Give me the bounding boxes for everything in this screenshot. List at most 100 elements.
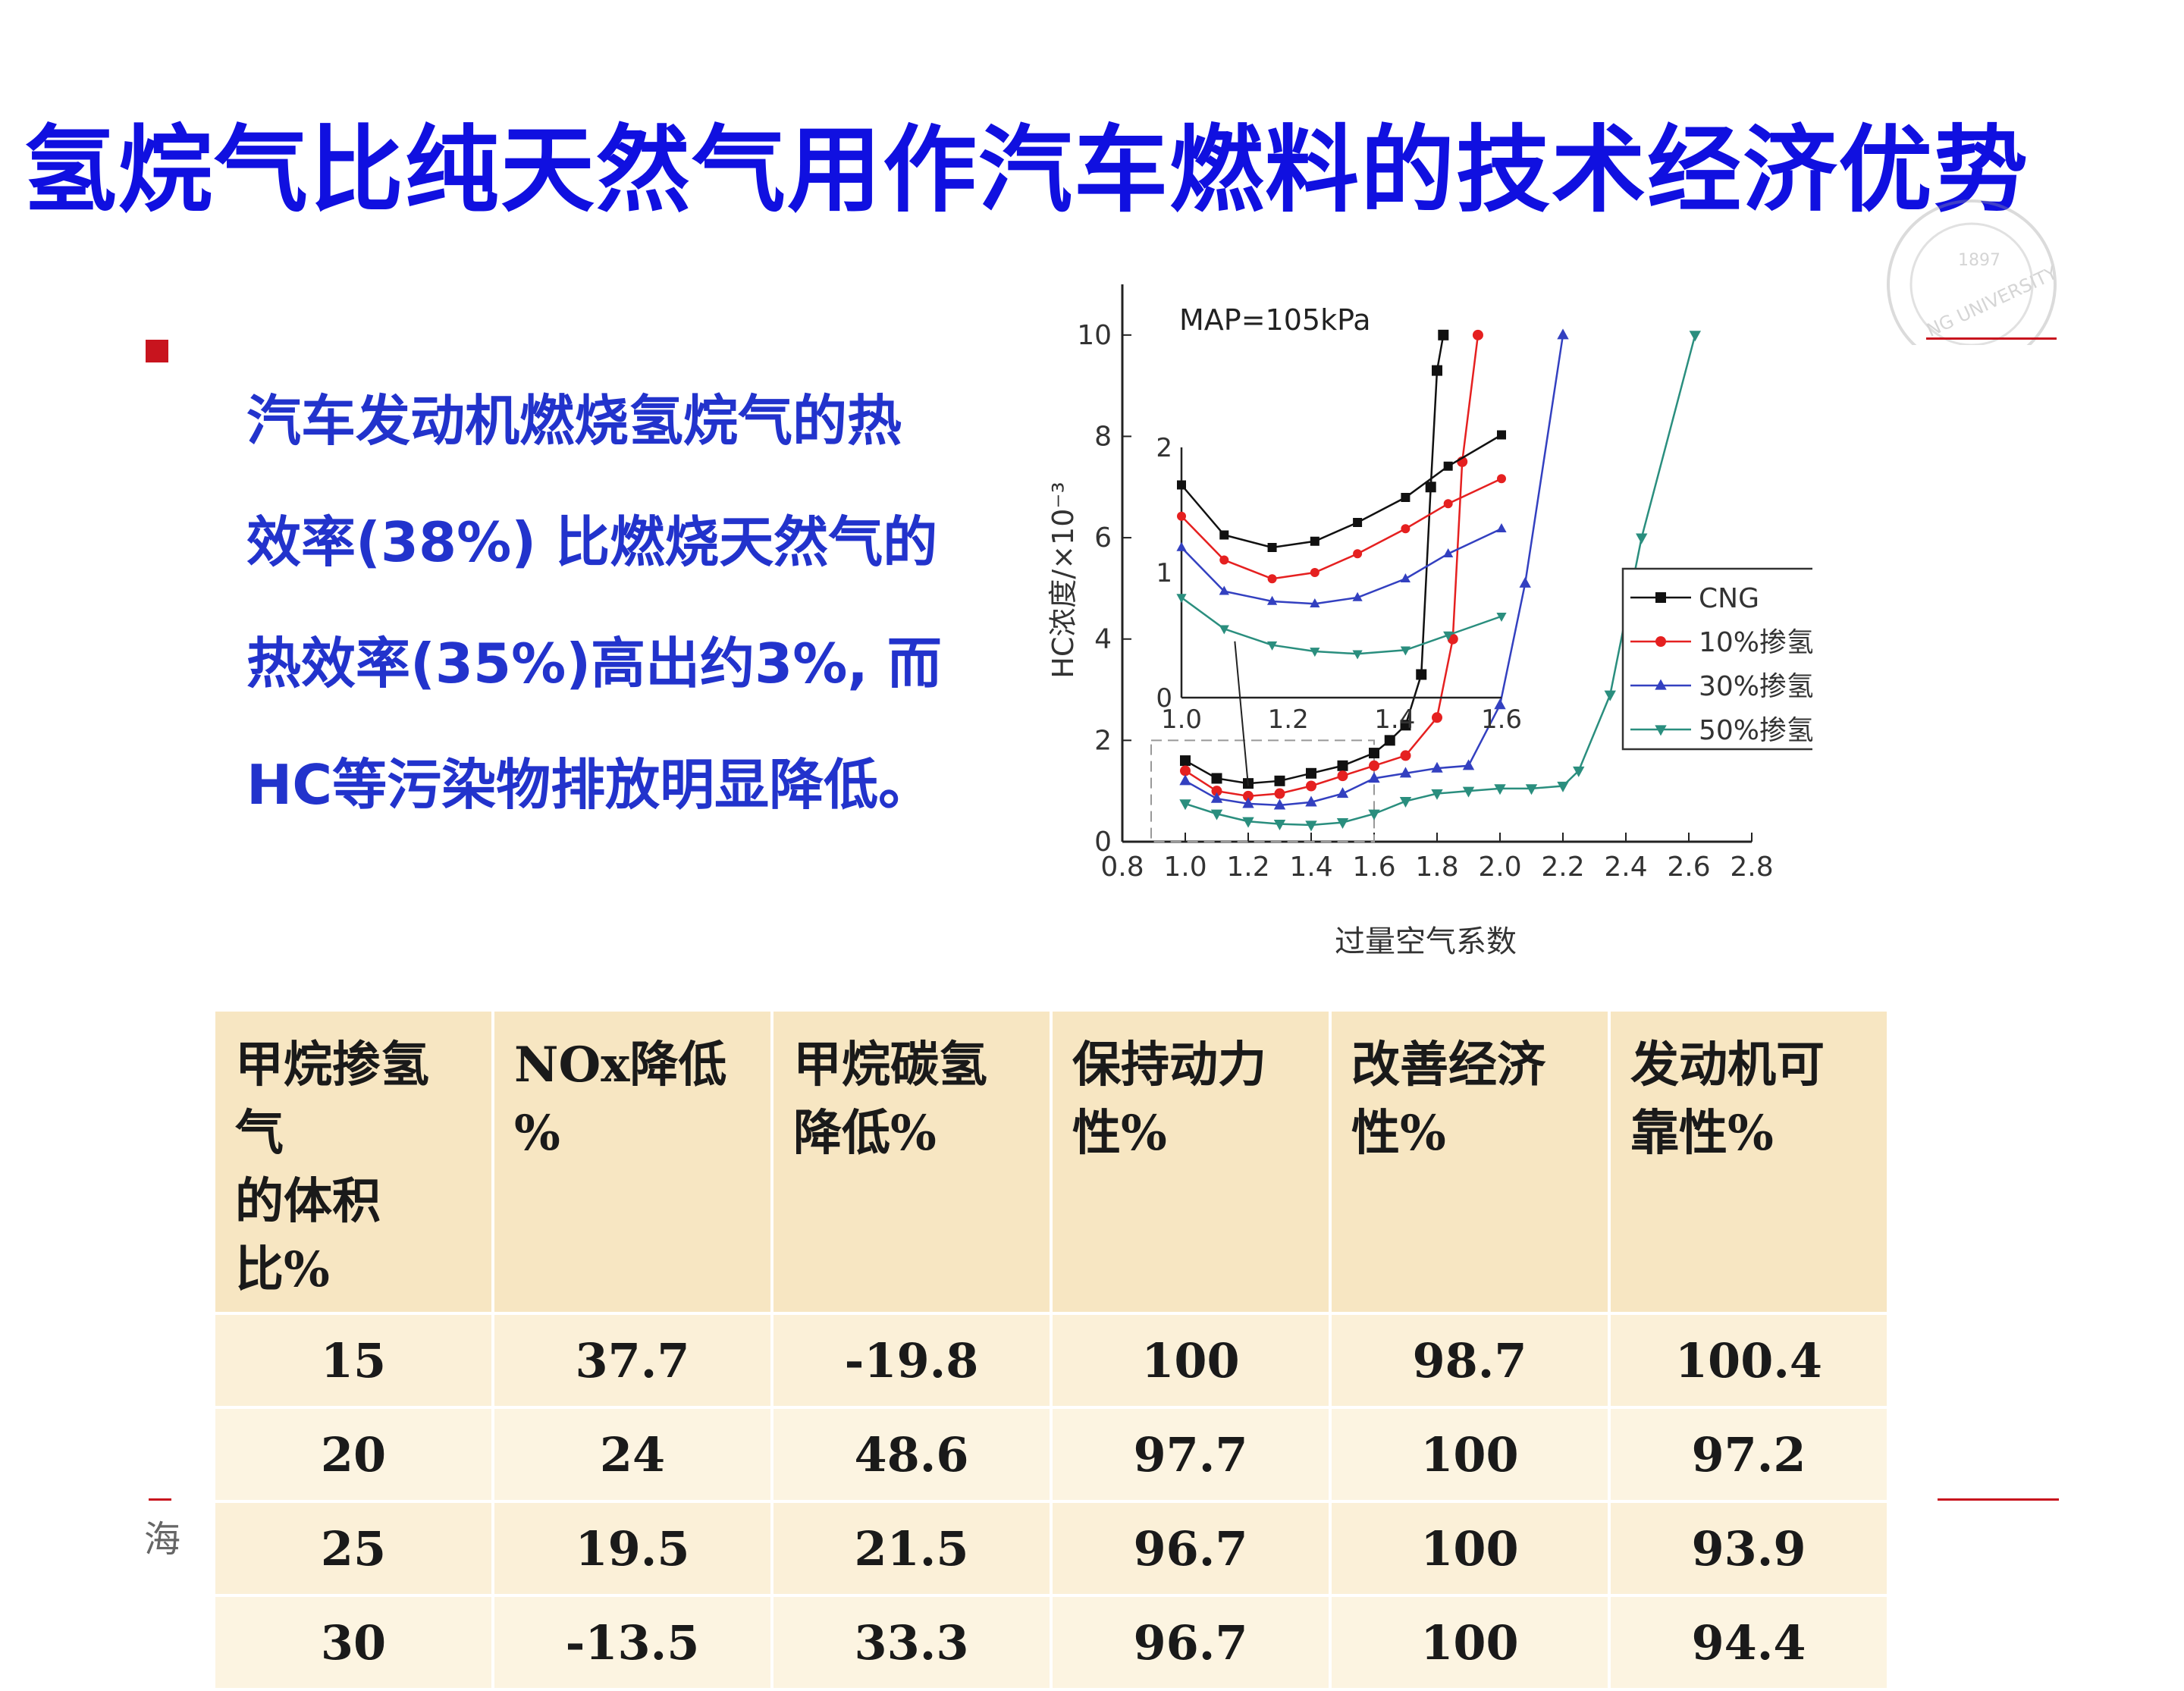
y-tick-label: 6: [1094, 522, 1112, 554]
inset-data-point: [1176, 541, 1187, 551]
hydrogen-blend-table: 甲烷掺氢气 的体积比% NOx降低% 甲烷碳氢 降低% 保持动力 性% 改善经济 性% …: [212, 1009, 1890, 1691]
data-point: [1210, 792, 1223, 803]
body-line: HC等污染物排放明显降低。: [246, 753, 934, 817]
data-point: [1211, 773, 1222, 784]
legend-marker: [1655, 636, 1666, 647]
x-tick-label: 0.8: [1100, 852, 1144, 883]
table-cell: 100: [1329, 1406, 1611, 1503]
data-point: [1438, 329, 1449, 340]
x-tick-label: 2.6: [1667, 852, 1710, 883]
x-tick-label: 2.2: [1541, 852, 1584, 883]
data-point: [1431, 761, 1443, 773]
data-point: [1425, 482, 1436, 493]
zoom-box: [1150, 739, 1375, 843]
inset-y-tick-label: 0: [1156, 683, 1172, 714]
inset-y-tick-label: 1: [1156, 558, 1172, 588]
table-cell: 93.9: [1608, 1500, 1890, 1597]
table-cell: 97.7: [1050, 1406, 1332, 1503]
data-point: [1525, 784, 1538, 795]
data-point: [1399, 796, 1412, 808]
data-point: [1243, 790, 1254, 802]
data-point: [1462, 759, 1475, 770]
data-point: [1337, 770, 1348, 782]
table-cell: 15: [212, 1312, 494, 1409]
table-header-cell: 发动机可 靠性%: [1608, 1009, 1890, 1315]
x-tick-label: 1.8: [1415, 852, 1458, 883]
inset-data-point: [1310, 648, 1320, 657]
legend-box: [1621, 567, 1812, 751]
legend-entry: 30%掺氢: [1699, 671, 1812, 702]
inset-data-point: [1443, 631, 1454, 641]
data-point: [1636, 533, 1648, 544]
inset-data-point: [1310, 568, 1320, 577]
table-header-row: 甲烷掺氢气 的体积比% NOx降低% 甲烷碳氢 降低% 保持动力 性% 改善经济 性% …: [212, 1009, 1890, 1315]
table-header-cell: 改善经济 性%: [1329, 1009, 1611, 1315]
body-line: 热效率(35%)高出约3%, 而: [246, 632, 942, 695]
data-point: [1689, 331, 1701, 342]
data-point: [1557, 328, 1569, 340]
inset-data-point: [1353, 518, 1363, 527]
inset-data-point: [1401, 524, 1410, 534]
chart-inset: 1.0 1.2 1.4 1.6 0 1 2: [1156, 430, 1522, 786]
inset-data-point: [1401, 493, 1410, 502]
data-point: [1573, 766, 1585, 777]
inset-data-point: [1267, 543, 1277, 552]
table-cell: 98.7: [1329, 1312, 1611, 1409]
inset-series-line: [1181, 478, 1502, 580]
inset-series-line: [1181, 596, 1502, 655]
data-point: [1432, 365, 1442, 376]
data-point: [1557, 781, 1569, 792]
x-tick-label: 1.4: [1289, 852, 1332, 883]
inset-data-point: [1310, 598, 1320, 608]
table-cell: -19.8: [770, 1312, 1053, 1409]
inset-data-point: [1177, 480, 1186, 490]
data-point: [1180, 755, 1191, 767]
inset-data-point: [1266, 595, 1278, 605]
legend-marker: [1655, 592, 1666, 603]
footer-logo-mark: 海: [144, 1518, 181, 1561]
seal-text: NG UNIVERSITY: [1923, 262, 2060, 340]
data-point: [1369, 748, 1379, 759]
data-point: [1179, 799, 1191, 811]
table-row: 30 -13.5 33.3 96.7 100 94.4: [212, 1594, 1890, 1691]
data-point: [1210, 809, 1223, 820]
y-tick-label: 4: [1094, 624, 1112, 655]
data-point: [1472, 329, 1483, 340]
table-cell: 21.5: [770, 1500, 1053, 1597]
inset-data-point: [1219, 555, 1229, 565]
divider-top-right: [1926, 337, 2057, 340]
table-cell: 97.2: [1608, 1406, 1890, 1503]
x-tick-label: 1.0: [1163, 852, 1207, 883]
table-cell: 48.6: [770, 1406, 1053, 1503]
inset-data-point: [1177, 511, 1186, 521]
legend-entry: 50%掺氢: [1699, 715, 1812, 746]
inset-data-point: [1443, 499, 1453, 509]
table-header-cell: 甲烷碳氢 降低%: [770, 1009, 1053, 1315]
inset-data-point: [1496, 523, 1507, 533]
inset-data-point: [1219, 585, 1229, 595]
data-point: [1306, 780, 1316, 792]
data-point: [1431, 789, 1443, 800]
inset-data-point: [1352, 650, 1363, 660]
body-line: 汽车发动机燃烧氢烷气的热: [246, 389, 902, 453]
inset-data-point: [1310, 536, 1320, 546]
table-cell: 24: [491, 1406, 774, 1503]
table-cell: -13.5: [491, 1594, 774, 1691]
x-tick-label: 1.2: [1226, 852, 1269, 883]
data-point: [1519, 576, 1531, 588]
inset-data-point: [1443, 461, 1453, 471]
y-tick-label: 2: [1094, 725, 1112, 756]
inset-x-tick-label: 1.2: [1268, 704, 1309, 735]
table-cell: 94.4: [1608, 1594, 1890, 1691]
data-table: 甲烷掺氢气 的体积比% NOx降低% 甲烷碳氢 降低% 保持动力 性% 改善经济 性% …: [212, 1009, 1890, 1691]
data-point: [1180, 765, 1191, 776]
x-tick-label: 2.4: [1604, 852, 1647, 883]
data-point: [1432, 712, 1442, 723]
y-tick-label: 0: [1094, 827, 1112, 858]
table-header-cell: NOx降低%: [491, 1009, 774, 1315]
data-point: [1305, 820, 1317, 832]
divider-bottom-right: [1938, 1498, 2059, 1501]
inset-data-point: [1497, 430, 1506, 440]
data-point: [1274, 775, 1285, 786]
